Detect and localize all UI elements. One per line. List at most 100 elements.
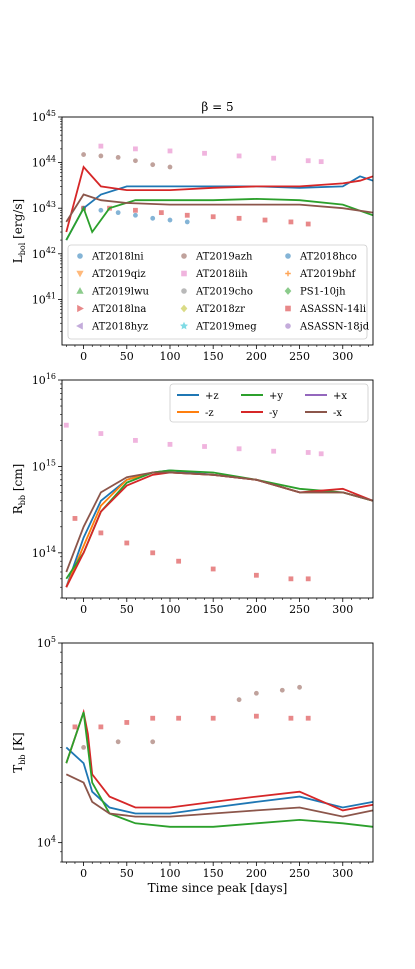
data-point-at2018iih	[271, 155, 277, 161]
data-point-at2019azh	[81, 744, 86, 750]
y-tick-label: 105	[37, 635, 56, 650]
y-tick-label: 1045	[32, 109, 56, 124]
data-point-at2018iih	[133, 146, 138, 152]
series-line-z	[65, 746, 374, 815]
data-point-asassn-14li	[288, 715, 294, 721]
x-tick-label: 300	[332, 603, 353, 616]
plot-frame	[61, 642, 374, 863]
data-point-at2019azh	[115, 739, 121, 745]
data-point-asassn-14li	[210, 715, 216, 721]
data-point-asassn-14li	[150, 550, 156, 556]
data-point-at2019azh	[81, 152, 86, 157]
panel-1: 0 50 100 150 200 250 300 1041 1042 1043 1044 1045 Lb…	[11, 100, 374, 363]
data-point-at2018iih	[167, 148, 173, 154]
legend-marker-at2018hco	[285, 253, 291, 259]
plot-frame	[61, 379, 374, 599]
y-axis-label: Lbol [erg/s]	[11, 199, 27, 263]
legend-label: AT2018iih	[195, 269, 248, 280]
series-line-x	[65, 471, 374, 573]
panel-2: 0 50 100 150 200 250 300 1014 1015 1016 Rbb [cm] +z…	[11, 372, 374, 616]
series-line-y	[65, 165, 374, 233]
legend-marker-at2019azh	[181, 253, 187, 259]
x-tick-label: 100	[159, 867, 180, 880]
legend-label: +y	[269, 391, 283, 402]
data-point-asassn-14li	[305, 221, 311, 227]
legend-label: PS1-10jh	[300, 287, 346, 298]
x-tick-label: 150	[203, 603, 224, 616]
data-point-asassn-14li	[158, 210, 164, 216]
data-point-asassn-14li	[72, 724, 78, 730]
x-tick-label: 150	[203, 867, 224, 880]
legend-marker-asassn-14li	[285, 305, 291, 312]
series-line-y	[65, 711, 374, 828]
series-line-y	[65, 708, 374, 812]
legend-label: AT2019qiz	[91, 269, 146, 280]
series-line-z	[65, 469, 374, 588]
data-point-at2019azh	[150, 739, 156, 745]
data-point-asassn-14li	[176, 558, 182, 564]
legend-marker-at2018lna	[77, 304, 84, 313]
legend-label: AT2019cho	[195, 287, 253, 298]
legend-marker-at2019lwu	[76, 287, 84, 294]
data-point-asassn-14li	[305, 715, 311, 721]
series-group	[65, 143, 374, 241]
data-point-at2019azh	[253, 690, 259, 696]
legend-label: AT2019azh	[195, 252, 253, 263]
data-point-asassn-14li	[98, 724, 104, 730]
data-point-asassn-14li	[262, 217, 268, 223]
legend-marker-at2018iih	[181, 270, 187, 277]
x-tick-label: 50	[120, 350, 134, 363]
y-axis-label: Rbb [cm]	[11, 464, 27, 515]
data-point-at2018iih	[63, 422, 69, 428]
data-point-at2018iih	[98, 143, 104, 149]
x-tick-label: 300	[332, 867, 353, 880]
data-point-at2018lni	[98, 207, 104, 213]
legend-label: AT2018lna	[91, 304, 146, 315]
legend: +z +y +x -z -y -x	[169, 383, 369, 423]
legend-label: ASASSN-14li	[299, 304, 366, 315]
data-point-asassn-14li	[184, 212, 190, 218]
x-tick-label: 0	[80, 603, 87, 616]
x-tick-label: 200	[246, 867, 267, 880]
legend-box	[67, 244, 368, 340]
data-point-at2018iih	[167, 441, 173, 447]
y-tick-label: 1016	[32, 372, 56, 387]
x-tick-label: 100	[159, 350, 180, 363]
series-line-x	[65, 193, 374, 223]
legend-marker-ps1-10jh	[284, 287, 292, 295]
x-tick-label: 250	[289, 350, 310, 363]
data-point-at2019azh	[236, 697, 242, 703]
data-point-at2018iih	[305, 450, 311, 455]
data-point-at2018lni	[150, 215, 156, 221]
data-point-asassn-14li	[305, 576, 311, 582]
legend-marker-at2019bhf	[285, 270, 291, 277]
data-point-at2019azh	[115, 155, 121, 160]
y-axis-label: Tbb [K]	[11, 732, 27, 772]
data-point-at2018iih	[133, 437, 138, 443]
legend-label: +z	[205, 391, 219, 402]
legend-marker-asassn-18jd	[285, 323, 291, 329]
data-point-at2019azh	[279, 687, 285, 693]
data-point-asassn-14li	[176, 715, 182, 721]
data-point-at2018iih	[202, 150, 207, 156]
series-line-y	[65, 471, 374, 588]
x-tick-label: 0	[80, 350, 87, 363]
legend-label: +x	[333, 391, 347, 402]
x-tick-label: 100	[159, 603, 180, 616]
data-point-at2019azh	[167, 164, 173, 170]
data-point-at2019azh	[150, 162, 156, 168]
x-tick-label: 0	[80, 867, 87, 880]
x-tick-label: 250	[289, 603, 310, 616]
y-tick-label: 1043	[32, 200, 56, 215]
x-axis-label: Time since peak [days]	[148, 881, 288, 895]
data-point-asassn-14li	[150, 715, 156, 721]
data-point-at2018iih	[318, 159, 324, 165]
legend-label: AT2019lwu	[91, 287, 150, 298]
series-group	[63, 422, 374, 588]
data-point-at2018lni	[167, 217, 173, 223]
legend-marker-at2018hyz	[76, 322, 83, 330]
x-tick-label: 50	[120, 867, 134, 880]
legend-marker-at2019cho	[181, 288, 187, 294]
x-tick-label: 300	[332, 350, 353, 363]
